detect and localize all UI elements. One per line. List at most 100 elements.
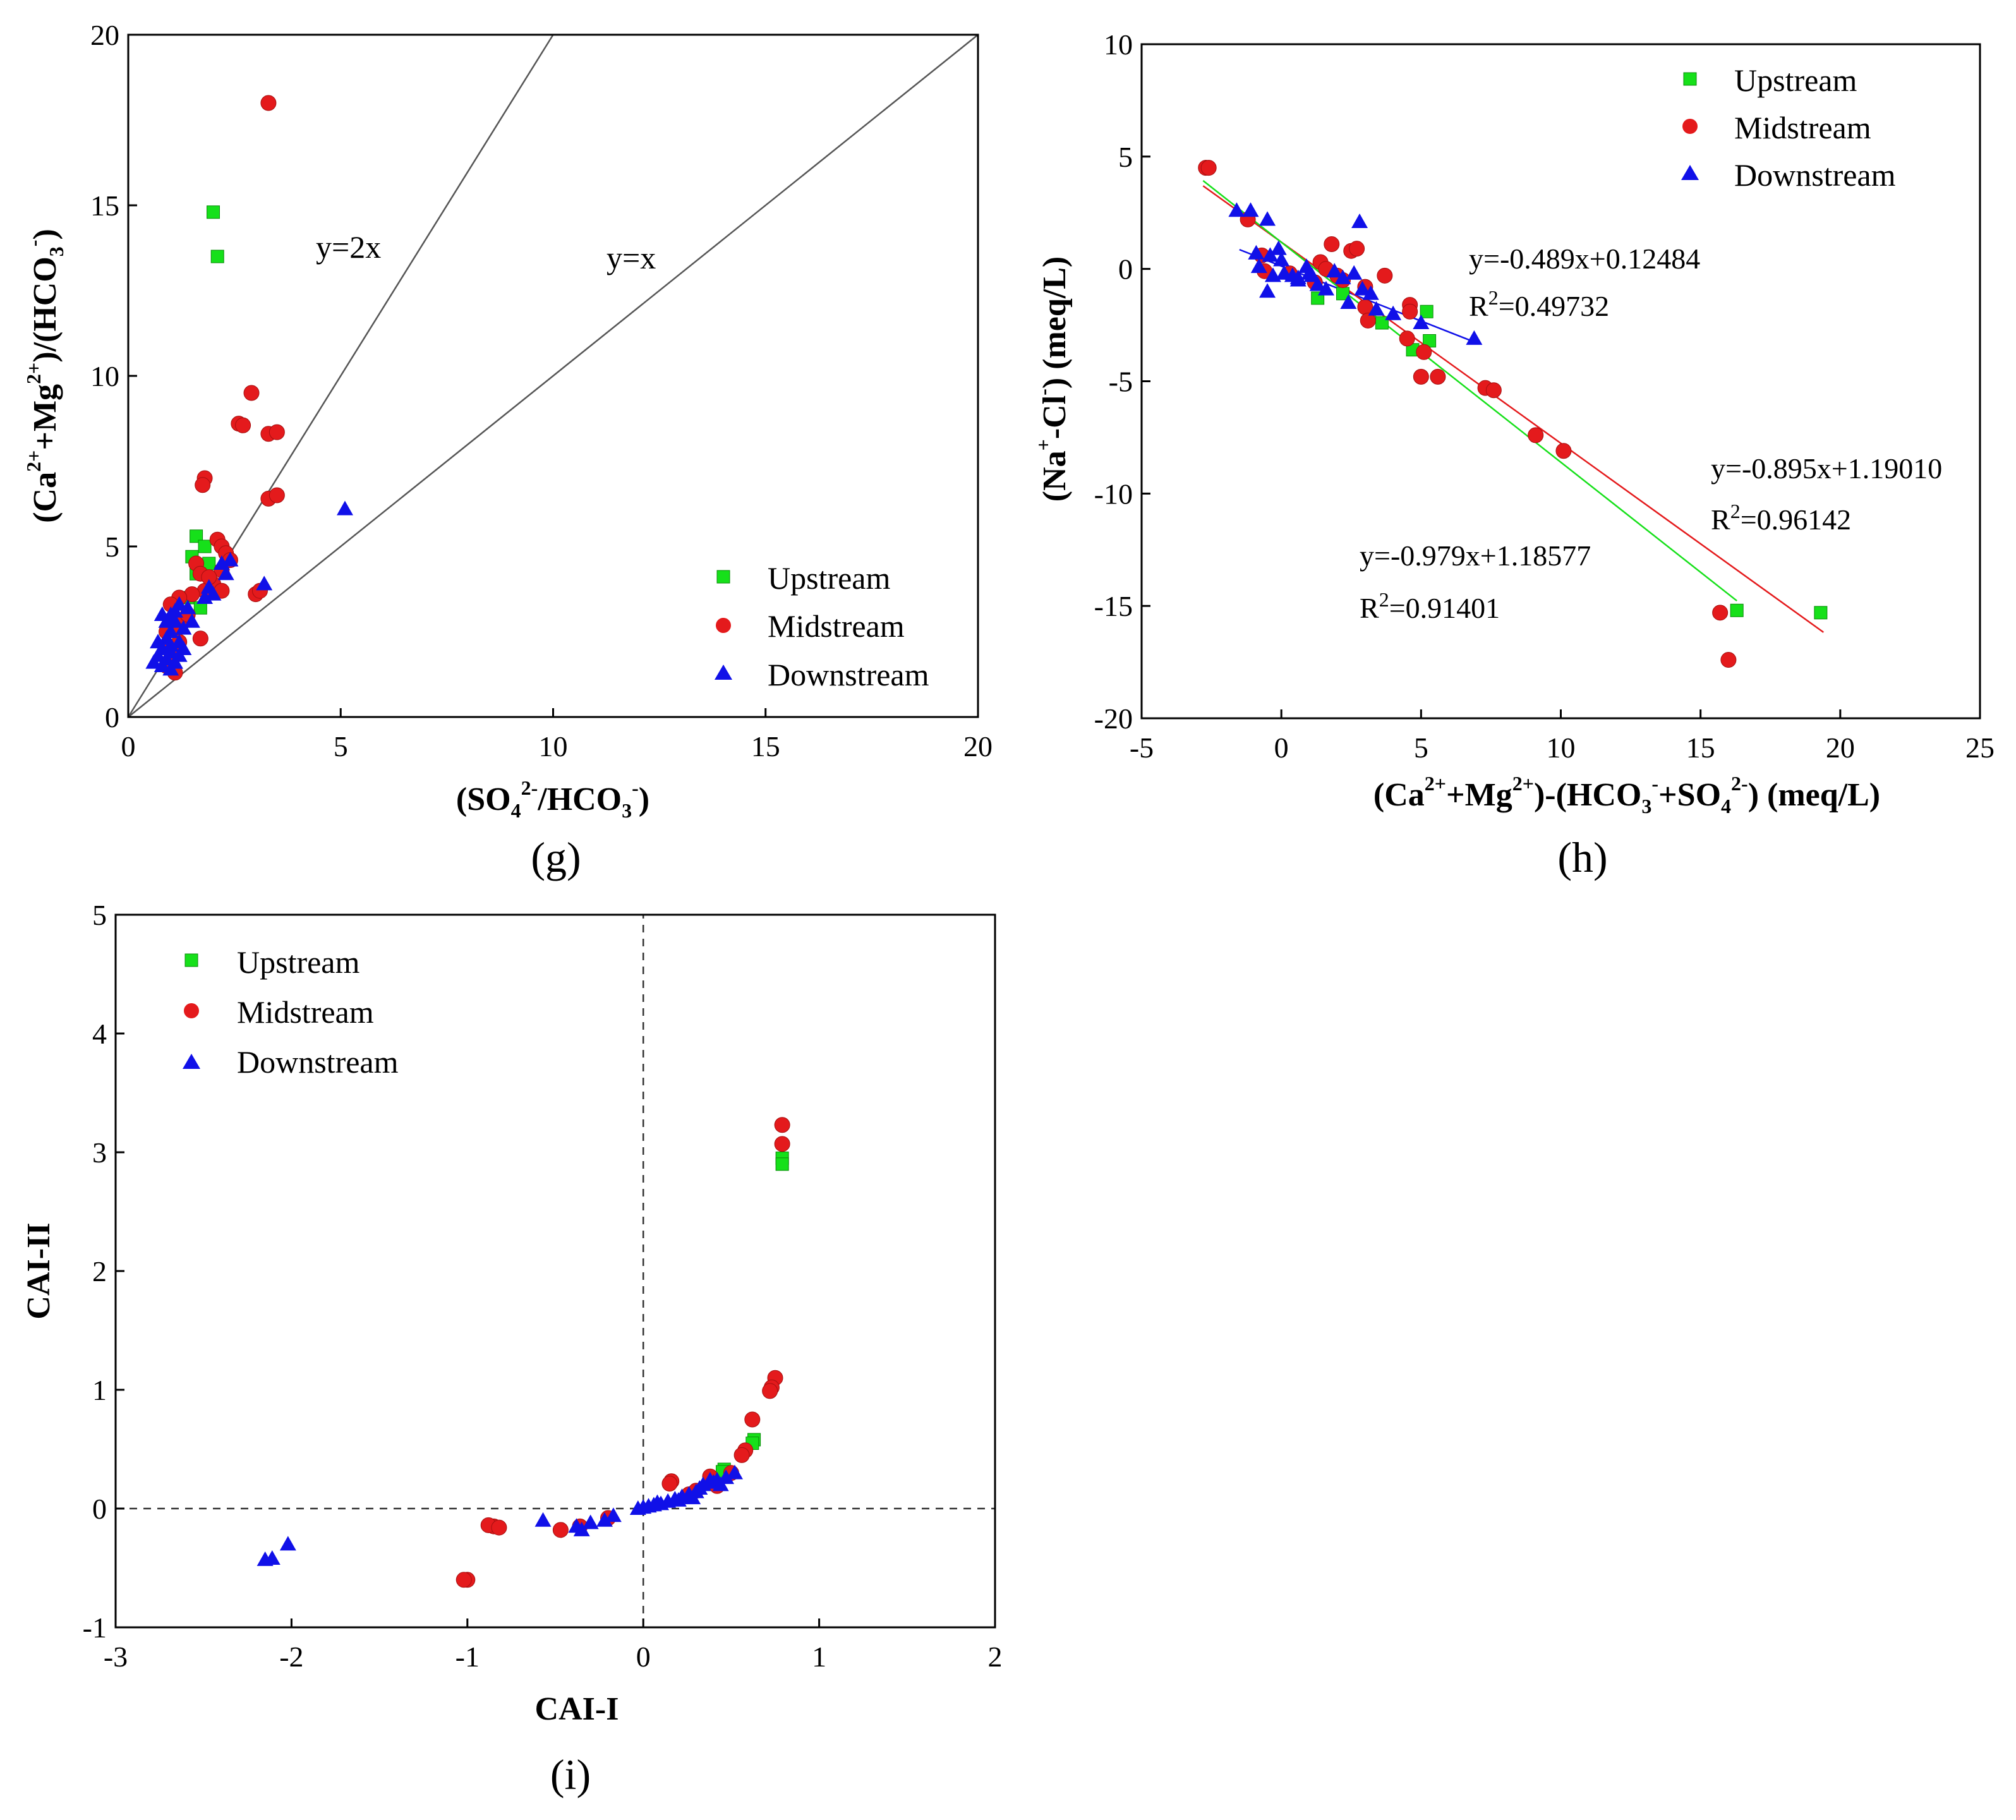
chart-g-midstream-point-9 [269, 487, 285, 503]
chart-h-downstream-point-19 [1351, 213, 1368, 228]
chart-g-ytick-label-0: 0 [105, 701, 119, 733]
chart-h-midstream-point-20 [1413, 368, 1429, 385]
chart-h-midstream-point-25 [1555, 443, 1572, 459]
chart-i-downstream-point-7 [596, 1512, 613, 1527]
panel-label-i: (i) [550, 1751, 591, 1799]
chart-g-downstream-point-4 [217, 565, 234, 581]
chart-h-midstream-point-1 [1200, 160, 1217, 176]
chart-h-midstream-point-23 [1485, 382, 1502, 399]
chart-h-xlabel: (Ca2++Mg2+)-(HCO3-+SO42-) (meq/L) [1373, 772, 1880, 817]
chart-h-midstream-point-24 [1528, 427, 1544, 443]
fit-line-upstream [1202, 180, 1737, 602]
chart-h-downstream-point-5 [1262, 247, 1279, 262]
chart-g-downstream-point-27 [179, 600, 196, 615]
chart-h-downstream-point-22 [1368, 301, 1385, 316]
chart-i-midstream-point-18 [552, 1522, 569, 1538]
chart-h-downstream-point-21 [1362, 285, 1379, 300]
legend-g-upstream-label: Upstream [768, 560, 890, 596]
chart-h-xtick-label-4: 15 [1686, 732, 1715, 764]
chart-h-midstream-point-15 [1360, 312, 1376, 328]
chart-h-downstream-point-25 [1466, 330, 1483, 345]
chart-h-midstream-point-19 [1416, 344, 1432, 360]
chart-h-midstream-point-17 [1402, 303, 1418, 320]
chart-g-midstream-point-5 [269, 424, 285, 440]
chart-g-xtick-label-2: 10 [539, 730, 568, 762]
chart-i-ytick-label-4: 3 [92, 1136, 107, 1169]
chart-i-downstream-point-8 [605, 1507, 622, 1522]
ref-line-label-2x: y=2x [316, 229, 381, 265]
chart-i-midstream-point-7 [733, 1447, 750, 1463]
legend-i-midstream-marker [184, 1003, 199, 1018]
chart-h-xtick-label-5: 20 [1826, 732, 1855, 764]
chart-g-ytick-label-3: 15 [90, 190, 119, 222]
chart-i-ytick-label-3: 2 [92, 1255, 107, 1287]
chart-i-midstream-point-10 [661, 1476, 678, 1492]
chart-i-ytick-label-5: 4 [92, 1018, 107, 1050]
chart-h-downstream-point-27 [1289, 272, 1307, 287]
chart-i-midstream-point-1 [774, 1136, 790, 1152]
legend-h-midstream-marker [1682, 119, 1698, 134]
chart-i-ticks: -3 -2 -1 0 1 2 -1 0 1 2 3 4 5 [83, 899, 1003, 1673]
panel-label-h: (h) [1557, 833, 1607, 881]
legend-h-downstream-label: Downstream [1734, 157, 1896, 193]
chart-i-xtick-label-2: -1 [456, 1641, 480, 1673]
chart-h-upstream-point-0 [1730, 603, 1744, 617]
chart-i-ytick-label-6: 5 [92, 899, 107, 931]
legend-i-upstream-marker [184, 953, 198, 967]
legend-g-midstream-label: Midstream [768, 608, 905, 644]
chart-h-downstream-point-4 [1250, 258, 1267, 274]
ref-line-label-1x: y=x [607, 240, 656, 275]
chart-h-midstream-point-13 [1377, 267, 1393, 284]
chart-i-downstream-point-6 [582, 1514, 599, 1529]
fit-midstream-r2: R2=0.96142 [1711, 500, 1851, 536]
chart-g-legend: Upstream Midstream Downstream [715, 560, 929, 692]
chart-g-upstream-point-0 [207, 205, 220, 219]
chart-h-midstream-point-18 [1399, 330, 1415, 347]
chart-g-downstream-point-23 [154, 658, 171, 672]
chart-g-ticks: 0 5 10 15 20 0 5 10 15 20 [90, 19, 993, 762]
chart-h-downstream-point-15 [1317, 280, 1334, 296]
chart-g-downstream-point-7 [196, 589, 214, 604]
panel-label-g: (g) [531, 833, 581, 881]
fit-downstream-r2: R2=0.49732 [1469, 286, 1609, 322]
chart-h-downstream-point-26 [1259, 283, 1276, 298]
chart-g-ytick-label-2: 10 [90, 360, 119, 392]
chart-i-xtick-label-1: -2 [279, 1641, 303, 1673]
chart-i-ytick-label-1: 0 [92, 1493, 107, 1525]
chart-h-ytick-label-2: -10 [1094, 478, 1133, 510]
chart-g-xtick-label-4: 20 [963, 730, 993, 762]
ref-line-1 [128, 34, 979, 718]
chart-h-ytick-label-3: -5 [1109, 366, 1133, 398]
chart-g-downstream-point-24 [162, 661, 179, 676]
chart-h: -5 0 5 10 15 20 25 -20 -15 -10 -5 0 5 10 y=-0.489x+0.… [1032, 28, 1995, 881]
chart-g-downstream-point-30 [150, 634, 167, 649]
chart-g-upstream-point-1 [210, 250, 224, 263]
chart-g-points [145, 95, 353, 681]
chart-g-ylabel: (Ca2++Mg2+)/(HCO3-) [22, 229, 68, 523]
chart-i-downstream-point-2 [279, 1536, 296, 1551]
legend-g-downstream-marker [715, 665, 732, 680]
chart-i-midstream-point-5 [744, 1411, 761, 1428]
chart-h-downstream-point-20 [1354, 280, 1371, 296]
chart-i-downstream-point-23 [726, 1464, 743, 1480]
chart-i: -3 -2 -1 0 1 2 -1 0 1 2 3 4 5 CAI-I CAI-II (i) Upstr… [21, 899, 1003, 1799]
chart-g-xlabel: (SO42-/HCO3-) [456, 776, 649, 822]
chart-h-downstream-point-0 [1228, 202, 1245, 217]
chart-h-ticks: -5 0 5 10 15 20 25 -20 -15 -10 -5 0 5 10 [1094, 28, 1995, 764]
chart-h-midstream-point-11 [1349, 241, 1365, 257]
chart-g-upstream-point-4 [198, 539, 212, 553]
chart-g-ytick-label-1: 5 [105, 531, 119, 563]
chart-i-xtick-label-5: 2 [988, 1641, 1003, 1673]
chart-h-downstream-point-29 [1301, 265, 1318, 280]
chart-i-points [257, 1117, 790, 1588]
chart-h-downstream-point-17 [1334, 269, 1351, 284]
legend-i-midstream-label: Midstream [237, 994, 374, 1030]
chart-h-upstream-point-2 [1420, 304, 1434, 318]
chart-h-midstream-point-8 [1324, 236, 1340, 253]
chart-h-xtick-label-0: -5 [1130, 732, 1154, 764]
chart-h-xtick-label-1: 0 [1274, 732, 1289, 764]
chart-h-xtick-label-2: 5 [1414, 732, 1428, 764]
chart-h-downstream-point-28 [1340, 294, 1357, 310]
chart-h-ytick-label-1: -15 [1094, 590, 1133, 622]
